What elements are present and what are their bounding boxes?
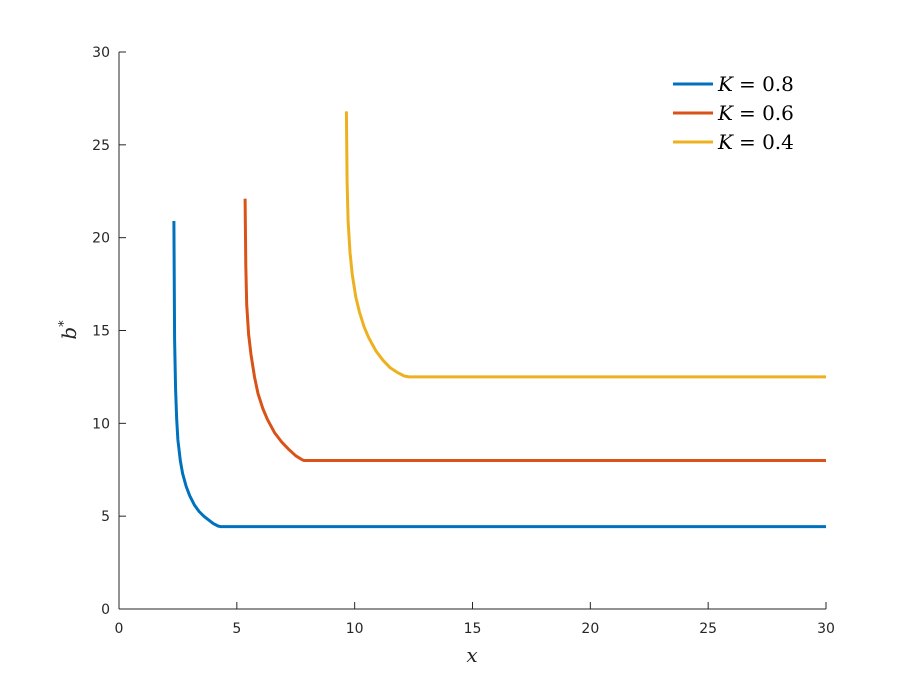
y-axis-label-base: b [57, 327, 81, 340]
y-tick-label: 15 [92, 324, 110, 340]
plot-area: 0 5 10 15 20 25 30 0 5 10 15 20 25 30 [92, 45, 835, 637]
legend-entry-3: K = 0.4 [717, 130, 794, 154]
legend-variable: K [717, 101, 734, 125]
legend-variable: K [717, 72, 734, 96]
x-tick-label: 5 [232, 621, 241, 637]
x-tick-label: 25 [699, 621, 717, 637]
y-tick-label: 25 [92, 138, 110, 154]
legend-variable: K [717, 130, 734, 154]
legend: K = 0.8K = 0.6K = 0.4 [673, 72, 794, 154]
y-axis-label-superscript: * [57, 320, 72, 327]
legend-value: = 0.4 [739, 130, 794, 154]
x-tick-label: 0 [115, 621, 124, 637]
y-tick-label: 20 [92, 231, 110, 247]
y-tick-label: 0 [101, 602, 110, 618]
legend-value: = 0.6 [739, 101, 794, 125]
series-line-3 [344, 111, 826, 379]
y-axis-ticks: 0 5 10 15 20 25 30 [92, 45, 126, 618]
x-tick-label: 10 [346, 621, 364, 637]
x-tick-label: 20 [581, 621, 599, 637]
y-tick-label: 5 [101, 509, 110, 525]
series-lines [172, 111, 826, 529]
x-tick-label: 15 [464, 621, 482, 637]
y-tick-label: 10 [92, 416, 110, 432]
x-axis-ticks: 0 5 10 15 20 25 30 [115, 602, 835, 637]
legend-value: = 0.8 [739, 72, 794, 96]
series-line-1 [172, 220, 826, 529]
series-line-2 [243, 198, 826, 462]
y-axis-label: b* [57, 320, 81, 340]
legend-entry-2: K = 0.6 [717, 101, 794, 125]
x-axis-label: x [466, 643, 477, 667]
legend-entry-1: K = 0.8 [717, 72, 794, 96]
y-tick-label: 30 [92, 45, 110, 61]
x-tick-label: 30 [817, 621, 835, 637]
